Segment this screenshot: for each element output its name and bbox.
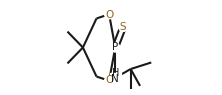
Circle shape: [119, 22, 128, 31]
Text: O: O: [105, 75, 113, 85]
Circle shape: [105, 10, 114, 19]
Circle shape: [111, 43, 120, 52]
Text: O: O: [105, 10, 113, 20]
Circle shape: [105, 76, 114, 85]
Text: P: P: [112, 42, 118, 53]
Text: H: H: [111, 68, 119, 78]
Text: N: N: [111, 74, 119, 84]
Bar: [110, 73, 121, 85]
Text: S: S: [120, 22, 127, 32]
